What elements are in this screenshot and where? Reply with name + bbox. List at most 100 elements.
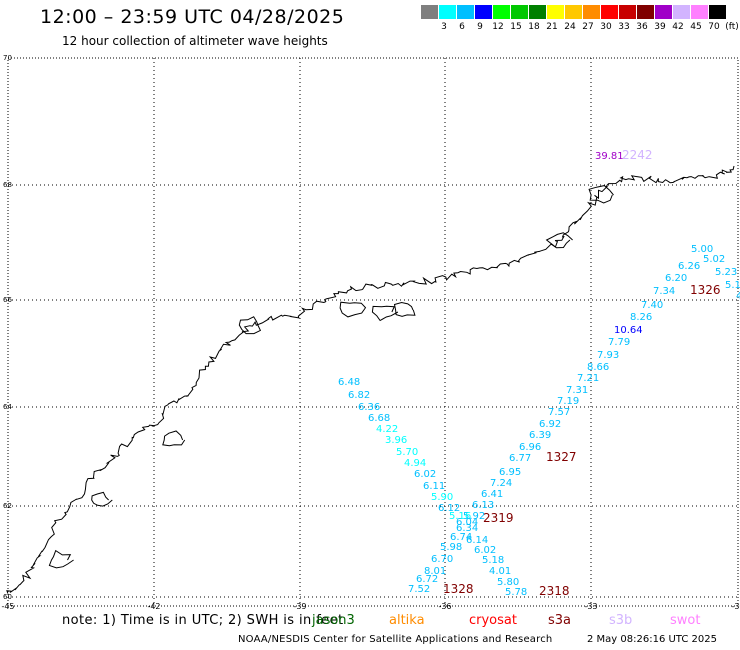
swh-value: 10.64 bbox=[614, 325, 643, 336]
swh-value: 6.72 bbox=[416, 574, 438, 585]
swh-value: 6.26 bbox=[678, 261, 700, 272]
legend-label: 15 bbox=[510, 22, 522, 32]
legend-label: 45 bbox=[690, 22, 702, 32]
legend-label: 27 bbox=[582, 22, 594, 32]
legend-swatch bbox=[709, 5, 726, 19]
swh-value: 8.01 bbox=[424, 566, 446, 577]
legend-swatch bbox=[529, 5, 546, 19]
credit-text: NOAA/NESDIS Center for Satellite Applica… bbox=[238, 634, 553, 645]
swh-value: 6.36 bbox=[358, 402, 380, 413]
swh-value: 5.78 bbox=[505, 587, 527, 598]
swh-value: 5.02 bbox=[703, 254, 725, 265]
swh-value: 8.66 bbox=[587, 362, 609, 373]
swh-value: 6.70 bbox=[431, 554, 453, 565]
legend-label: 12 bbox=[492, 22, 504, 32]
track-time-label: 2242 bbox=[622, 148, 653, 162]
y-tick-label: 66 bbox=[3, 296, 12, 304]
track-time-label: 2319 bbox=[483, 511, 514, 525]
legend-swatch bbox=[511, 5, 528, 19]
legend-swatch bbox=[583, 5, 600, 19]
legend-label: 18 bbox=[528, 22, 540, 32]
greenland-coastline bbox=[6, 165, 735, 594]
legend-label: 39 bbox=[654, 22, 666, 32]
legend-swatch bbox=[439, 5, 456, 19]
swh-value: 5.18 bbox=[482, 555, 504, 566]
coastline bbox=[6, 165, 735, 594]
island-outline bbox=[48, 549, 74, 569]
swh-value: 7.52 bbox=[408, 584, 430, 595]
swh-value: 5.80 bbox=[497, 577, 519, 588]
satellite-name: cryosat bbox=[469, 613, 517, 628]
swh-value: 4.01 bbox=[489, 566, 511, 577]
footer-note: note: 1) Time is in UTC; 2) SWH is in fe… bbox=[62, 613, 344, 628]
legend-label: 42 bbox=[672, 22, 684, 32]
swh-value: 7.34 bbox=[653, 286, 675, 297]
swh-value: 5.92 bbox=[463, 511, 485, 522]
legend-label: 9 bbox=[477, 22, 483, 32]
swh-value: 7.93 bbox=[597, 350, 619, 361]
swh-value: 6.95 bbox=[499, 467, 521, 478]
satellite-name: swot bbox=[670, 613, 701, 628]
legend-label: (ft) bbox=[725, 22, 739, 32]
track-time-label: 1327 bbox=[546, 450, 577, 464]
legend-swatch bbox=[691, 5, 708, 19]
track-time-label: 1326 bbox=[690, 283, 721, 297]
swh-value: 6.13 bbox=[472, 500, 494, 511]
swh-value: 5.90 bbox=[431, 492, 453, 503]
swh-value: 3.96 bbox=[385, 435, 407, 446]
swh-value: 6.39 bbox=[529, 430, 551, 441]
swh-value: 7.57 bbox=[548, 407, 570, 418]
x-tick-label: -45 bbox=[1, 602, 14, 611]
generated-timestamp: 2 May 08:26:16 UTC 2025 bbox=[587, 634, 717, 645]
swh-value: 5.70 bbox=[396, 447, 418, 458]
swh-value: 6.02 bbox=[474, 545, 496, 556]
y-tick-label: 62 bbox=[3, 502, 12, 510]
swh-value: 7.21 bbox=[577, 373, 599, 384]
legend-swatch bbox=[421, 5, 438, 19]
track-time-label: 1328 bbox=[443, 582, 474, 596]
island-outline bbox=[91, 491, 113, 507]
y-tick-label: 70 bbox=[3, 54, 12, 62]
legend-swatch bbox=[637, 5, 654, 19]
satellite-tracks: 5.005.02 5.23 6.26 5.1 6.20 4 7.34 7.408.26 10.6… bbox=[338, 148, 740, 598]
legend-label: 30 bbox=[600, 22, 612, 32]
legend-swatch bbox=[673, 5, 690, 19]
island-outline bbox=[339, 301, 367, 318]
legend-label: 70 bbox=[708, 22, 720, 32]
swh-value: 39.81 bbox=[595, 151, 624, 162]
swh-value: 6.11 bbox=[423, 481, 445, 492]
swh-value: 7.19 bbox=[557, 396, 579, 407]
swh-value: 6.04 bbox=[456, 517, 478, 528]
swh-value: 7.31 bbox=[566, 385, 588, 396]
legend-swatch bbox=[493, 5, 510, 19]
swh-value: 6.02 bbox=[414, 469, 436, 480]
legend-label: 6 bbox=[459, 22, 465, 32]
x-tick-label: -39 bbox=[293, 602, 306, 611]
legend-swatch bbox=[457, 5, 474, 19]
legend-swatch bbox=[601, 5, 618, 19]
satellite-name: s3b bbox=[609, 613, 633, 628]
swh-value: 7.40 bbox=[641, 300, 663, 311]
swh-value: 6.34 bbox=[456, 523, 478, 534]
island-outline bbox=[162, 430, 186, 447]
swh-value: 5.98 bbox=[440, 542, 462, 553]
swh-value: 5.00 bbox=[691, 244, 713, 255]
island-outline bbox=[238, 316, 262, 335]
swh-value: 4.22 bbox=[376, 424, 398, 435]
map-subtitle: 12 hour collection of altimeter wave hei… bbox=[62, 34, 328, 48]
satellite-name: s3a bbox=[548, 613, 572, 628]
swh-value: 6.20 bbox=[665, 273, 687, 284]
legend-label: 33 bbox=[618, 22, 630, 32]
axis-ticks: -45 -42 -39 -36 -33 -30 70 68 66 64 62 60 bbox=[1, 54, 740, 611]
swh-value: 6.82 bbox=[348, 390, 370, 401]
swh-value: 4 bbox=[736, 291, 740, 302]
swh-value: 7.24 bbox=[490, 478, 512, 489]
swh-value: 4.94 bbox=[404, 458, 426, 469]
swh-value: 6.68 bbox=[368, 413, 390, 424]
swh-value: 6.92 bbox=[539, 419, 561, 430]
satellite-name: jason3 bbox=[312, 613, 355, 628]
x-tick-label: -36 bbox=[438, 602, 451, 611]
island-outline bbox=[371, 305, 399, 322]
swh-value: 5.1 bbox=[725, 280, 740, 291]
